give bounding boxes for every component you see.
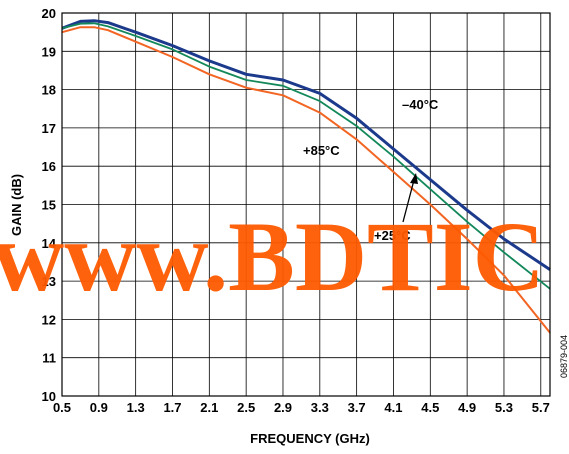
- series-line-1: [61, 22, 551, 290]
- series-line-2: [61, 26, 551, 334]
- x-tick-label: 1.7: [163, 400, 181, 415]
- x-tick-label: 2.9: [274, 400, 292, 415]
- annotation-minus40c: –40°C: [402, 97, 439, 112]
- x-axis-title: FREQUENCY (GHz): [250, 431, 370, 446]
- y-tick-label: 12: [42, 312, 56, 327]
- figure-id: 06879-004: [559, 335, 569, 378]
- y-tick-label: 11: [42, 351, 56, 366]
- y-tick-label: 19: [42, 44, 56, 59]
- x-tick-label: 2.5: [237, 400, 255, 415]
- annotation-plus25c: +25°C: [374, 228, 411, 243]
- plot-frame: [61, 12, 551, 397]
- y-axis-title: GAIN (dB): [9, 174, 24, 236]
- series-lines: [61, 19, 551, 334]
- y-tick-label: 14: [42, 236, 57, 251]
- x-tick-label: 4.1: [384, 400, 402, 415]
- y-tick-label: 13: [42, 274, 56, 289]
- x-tick-label: 3.3: [311, 400, 329, 415]
- y-tick-label: 20: [42, 6, 56, 21]
- x-tick-label: 0.9: [90, 400, 108, 415]
- annotation-arrow: [402, 179, 415, 223]
- x-tick-label: 1.3: [127, 400, 145, 415]
- watermark: www.BDTIC: [0, 201, 545, 312]
- x-tick-label: 4.5: [421, 400, 439, 415]
- y-tick-label: 17: [42, 121, 56, 136]
- y-tick-labels: 10 11 12 13 14 15 16 17 18 19 20: [42, 6, 57, 404]
- x-tick-label: 2.1: [200, 400, 218, 415]
- x-tick-label: 5.7: [532, 400, 550, 415]
- annotation-plus85c: +85°C: [303, 143, 340, 158]
- x-tick-labels: 0.5 0.9 1.3 1.7 2.1 2.5 2.9 3.3 3.7 4.1 4.5 4.9 5.3 5…: [53, 400, 550, 415]
- y-tick-label: 15: [42, 198, 56, 213]
- annotation-arrowhead: [410, 173, 418, 184]
- y-tick-label: 18: [42, 83, 56, 98]
- y-tick-label: 10: [42, 389, 56, 404]
- y-tick-label: 16: [42, 159, 56, 174]
- x-tick-label: 5.3: [495, 400, 513, 415]
- x-tick-label: 4.9: [458, 400, 476, 415]
- x-tick-label: 0.5: [53, 400, 71, 415]
- series-line-0: [61, 19, 551, 271]
- x-tick-label: 3.7: [348, 400, 366, 415]
